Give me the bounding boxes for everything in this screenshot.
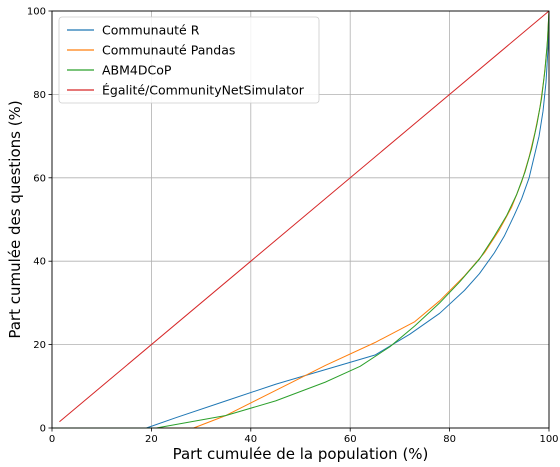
series-line-0 <box>52 10 550 429</box>
legend-label: Communauté Pandas <box>102 43 235 58</box>
y-axis-title: Part cumulée des questions (%) <box>6 100 24 338</box>
y-tick-label: 60 <box>33 173 46 184</box>
x-tick-label: 60 <box>344 434 357 445</box>
legend-label: ABM4DCoP <box>102 63 172 78</box>
plot-series <box>52 10 550 429</box>
legend-box <box>58 16 320 104</box>
axis-ticks: 0 20 40 60 80 100 0 20 40 60 80 100 <box>27 7 559 446</box>
legend: Communauté R Communauté Pandas ABM4DCoP Éga… <box>58 16 320 104</box>
legend-label: Égalité/CommunityNetSimulator <box>102 83 305 98</box>
x-tick-label: 40 <box>244 434 257 445</box>
legend-label: Communauté R <box>102 23 200 38</box>
series-line-2 <box>52 10 550 429</box>
x-tick-label: 0 <box>49 434 55 445</box>
y-tick-label: 40 <box>33 257 46 268</box>
x-tick-label: 20 <box>145 434 158 445</box>
series-line-3 <box>59 10 550 423</box>
y-tick-label: 100 <box>27 7 46 18</box>
x-tick-label: 80 <box>443 434 456 445</box>
y-tick-label: 80 <box>33 90 46 101</box>
y-tick-label: 20 <box>33 340 46 351</box>
plot-frame <box>51 10 550 429</box>
x-axis-title: Part cumulée de la population (%) <box>173 445 429 463</box>
y-tick-label: 0 <box>40 424 46 435</box>
x-tick-label: 100 <box>539 434 558 445</box>
